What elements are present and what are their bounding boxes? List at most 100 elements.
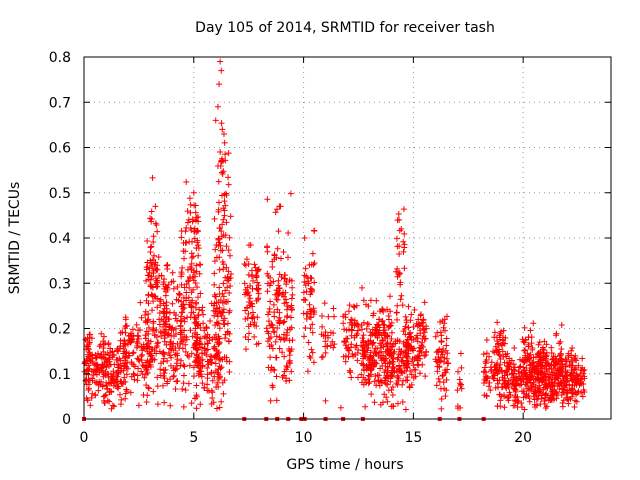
data-point — [142, 308, 149, 315]
data-point — [193, 214, 200, 221]
data-point — [408, 381, 415, 388]
data-point — [499, 348, 506, 355]
data-point — [572, 355, 579, 362]
data-point — [149, 307, 156, 314]
data-point — [153, 350, 160, 357]
data-point — [541, 347, 548, 354]
data-point — [188, 260, 195, 267]
data-point — [381, 391, 388, 398]
data-point — [154, 295, 161, 302]
data-point — [281, 275, 288, 282]
data-point — [301, 235, 308, 241]
data-point — [302, 265, 309, 272]
data-point — [286, 276, 293, 283]
data-point — [143, 328, 150, 335]
data-point — [544, 385, 551, 392]
data-point — [209, 377, 216, 384]
data-point — [527, 327, 534, 334]
data-point — [133, 344, 140, 351]
data-point — [85, 381, 92, 388]
data-point — [308, 346, 315, 353]
data-point — [180, 337, 187, 344]
data-point — [86, 331, 93, 338]
data-point — [208, 370, 215, 377]
data-point — [224, 329, 231, 336]
data-point — [245, 323, 252, 330]
data-point — [443, 387, 450, 394]
data-point — [373, 382, 380, 389]
data-point — [267, 354, 274, 361]
data-point — [103, 391, 110, 398]
data-point — [423, 349, 430, 356]
data-point — [254, 286, 261, 293]
data-point — [253, 341, 260, 348]
data-point — [184, 219, 191, 226]
data-point — [104, 358, 111, 365]
data-point — [353, 332, 360, 339]
data-point — [282, 296, 289, 303]
data-point — [558, 346, 565, 353]
data-point — [509, 370, 516, 377]
data-point — [523, 391, 530, 398]
data-point — [99, 383, 106, 390]
data-point — [211, 353, 218, 360]
data-point — [158, 272, 165, 279]
data-point — [568, 352, 575, 359]
data-point — [183, 239, 190, 246]
data-point — [389, 343, 396, 350]
data-point — [544, 359, 551, 366]
data-point — [401, 241, 408, 248]
data-point — [458, 385, 465, 392]
data-point — [485, 353, 492, 360]
data-point — [148, 352, 155, 359]
data-point — [358, 326, 365, 333]
data-point — [548, 344, 555, 351]
data-point — [183, 224, 190, 231]
data-point — [541, 363, 548, 370]
data-point — [494, 319, 501, 326]
data-point — [419, 335, 426, 342]
data-point — [178, 273, 185, 280]
data-point — [288, 304, 295, 311]
data-point — [279, 291, 286, 298]
data-point — [160, 308, 167, 315]
data-point — [195, 312, 202, 319]
data-point — [203, 324, 210, 331]
data-point — [562, 363, 569, 370]
data-point — [128, 360, 135, 367]
data-point — [442, 327, 449, 334]
data-point — [197, 371, 204, 378]
data-point — [194, 362, 201, 369]
data-point — [443, 342, 450, 349]
data-point — [531, 369, 538, 376]
data-point — [139, 347, 146, 354]
data-point — [384, 369, 391, 376]
data-point — [174, 352, 181, 359]
data-point — [506, 389, 513, 396]
data-point — [211, 281, 218, 288]
data-point — [360, 297, 367, 304]
data-point — [413, 355, 420, 362]
data-point — [534, 395, 541, 402]
data-point — [501, 393, 508, 400]
data-point — [122, 395, 129, 402]
data-point — [149, 283, 156, 290]
data-point — [536, 339, 543, 346]
data-point — [141, 374, 148, 381]
data-point — [122, 379, 129, 386]
data-point — [213, 319, 220, 326]
data-point — [287, 190, 294, 197]
data-point — [165, 281, 172, 288]
data-point — [355, 374, 362, 381]
data-point — [219, 247, 226, 254]
data-point — [440, 372, 447, 379]
data-point — [225, 268, 232, 275]
data-point — [286, 352, 293, 359]
data-point — [520, 379, 527, 386]
data-point — [89, 390, 96, 397]
data-point — [309, 321, 316, 328]
data-point — [218, 313, 225, 320]
data-point — [109, 348, 116, 355]
data-point — [422, 373, 429, 380]
data-point — [407, 368, 414, 375]
